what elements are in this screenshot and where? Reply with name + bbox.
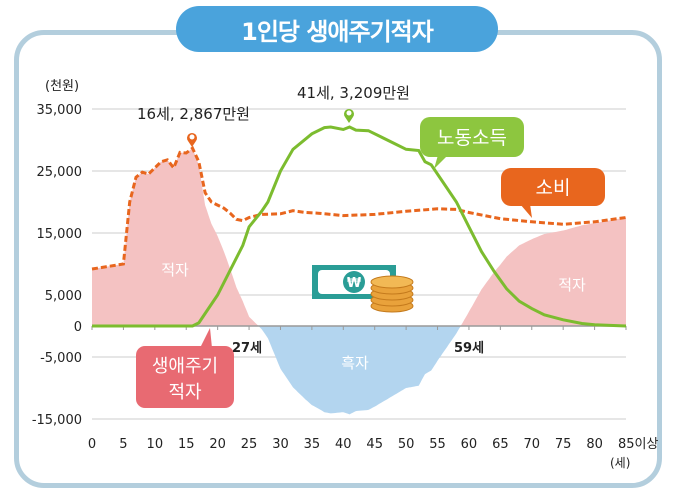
y-tick-label: 5,000: [45, 289, 82, 304]
svg-text:노동소득: 노동소득: [437, 127, 507, 149]
y-tick-label: 35,000: [37, 103, 83, 118]
x-tick-label: 65: [492, 437, 509, 452]
x-tick-label: 25: [241, 437, 258, 452]
surplus-area: [92, 326, 626, 415]
peak-consumption-label: 16세, 2,867만원: [137, 105, 250, 123]
svg-text:생애주기: 생애주기: [152, 356, 218, 377]
x-tick-label: 55: [429, 437, 446, 452]
consumption-line: [91, 145, 627, 271]
x-tick-label: 5: [119, 437, 127, 452]
surplus-label: 흑자: [341, 354, 369, 372]
consumption-callout: 소비: [501, 168, 605, 218]
x-tick-label: 0: [88, 437, 96, 452]
x-tick-label: 45: [366, 437, 383, 452]
x-tick-label: 70: [523, 437, 540, 452]
lifecycle-deficit-callout: 생애주기 적자: [136, 328, 234, 408]
svg-text:소비: 소비: [536, 177, 571, 199]
cross-age-27: 27세: [232, 341, 262, 356]
y-tick-label: 0: [74, 320, 82, 335]
x-tick-label: 20: [209, 437, 226, 452]
peak-consumption-marker-icon: [187, 133, 197, 147]
y-tick-label: -5,000: [40, 351, 82, 366]
x-tick-label: 40: [335, 437, 352, 452]
x-tick-label: 15: [178, 437, 195, 452]
labor-income-callout: 노동소득: [420, 117, 524, 169]
money-icon: ₩: [312, 265, 414, 313]
y-tick-label: 25,000: [37, 165, 83, 180]
y-tick-label: -15,000: [32, 413, 82, 428]
cross-age-59: 59세: [454, 341, 484, 356]
x-tick-label: 75: [555, 437, 572, 452]
x-tick-label: 85이상: [618, 437, 659, 452]
deficit-left-label: 적자: [161, 261, 189, 279]
x-tick-label: 30: [272, 437, 289, 452]
peak-income-marker-icon: [344, 109, 354, 123]
deficit-right-label: 적자: [558, 276, 586, 294]
x-tick-label: 50: [398, 437, 415, 452]
x-tick-label: 60: [461, 437, 478, 452]
x-tick-label: 35: [304, 437, 321, 452]
chart-title: 1인당 생애주기적자: [176, 6, 498, 52]
svg-text:₩: ₩: [347, 276, 362, 291]
y-tick-label: 15,000: [37, 227, 83, 242]
x-tick-label: 80: [586, 437, 603, 452]
x-tick-label: 10: [147, 437, 164, 452]
svg-text:적자: 적자: [168, 382, 202, 403]
x-axis-unit: (세): [610, 456, 630, 470]
y-axis-unit: (천원): [45, 79, 79, 94]
labor-income-line: [92, 125, 627, 328]
peak-income-label: 41세, 3,209만원: [297, 84, 410, 102]
